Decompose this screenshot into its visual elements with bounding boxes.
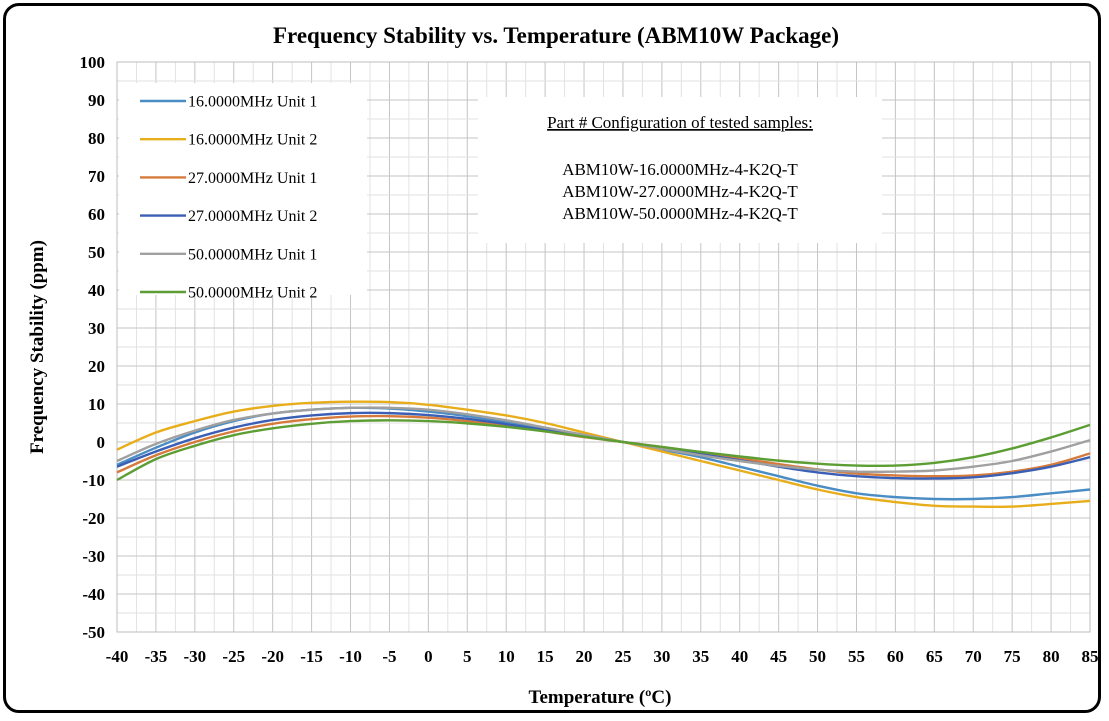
x-tick-label: -5 <box>382 647 396 666</box>
y-tick-label: 70 <box>88 167 105 186</box>
y-tick-label: 90 <box>88 91 105 110</box>
annotation-line-1: ABM10W-16.0000MHz-4-K2Q-T <box>562 160 798 179</box>
x-tick-label: 75 <box>1004 647 1021 666</box>
x-tick-label: 85 <box>1082 647 1099 666</box>
x-tick-label: 65 <box>926 647 943 666</box>
y-tick-label: 30 <box>88 319 105 338</box>
legend-box <box>119 83 367 295</box>
y-tick-label: 50 <box>88 243 105 262</box>
y-tick-label: -40 <box>82 585 105 604</box>
legend-label-1: 16.0000MHz Unit 2 <box>188 132 317 149</box>
x-tick-label: 15 <box>537 647 554 666</box>
x-tick-label: 50 <box>809 647 826 666</box>
x-tick-label: 5 <box>463 647 472 666</box>
y-tick-label: -30 <box>82 547 105 566</box>
legend-label-3: 27.0000MHz Unit 2 <box>188 208 317 225</box>
x-tick-label: 30 <box>653 647 670 666</box>
y-tick-label: 10 <box>88 395 105 414</box>
x-tick-label: -25 <box>222 647 245 666</box>
x-tick-label: 55 <box>848 647 865 666</box>
x-tick-label: -35 <box>145 647 168 666</box>
x-tick-label: 70 <box>965 647 982 666</box>
y-tick-label: 100 <box>80 53 106 72</box>
legend: 16.0000MHz Unit 1 16.0000MHz Unit 2 27.000… <box>119 83 367 302</box>
x-tick-label: 80 <box>1043 647 1060 666</box>
series-line-5 <box>116 419 1091 482</box>
y-tick-label: -10 <box>82 471 105 490</box>
legend-label-4: 50.0000MHz Unit 1 <box>188 246 317 263</box>
annotation-line-3: ABM10W-50.0000MHz-4-K2Q-T <box>562 204 798 223</box>
x-tick-label: 0 <box>424 647 433 666</box>
series-lines <box>116 400 1091 509</box>
x-tick-label: 60 <box>887 647 904 666</box>
x-tick-label: 40 <box>731 647 748 666</box>
annotation-box <box>478 97 882 243</box>
x-tick-label: -30 <box>184 647 207 666</box>
chart-title: Frequency Stability vs. Temperature (ABM… <box>273 23 839 48</box>
legend-label-5: 50.0000MHz Unit 2 <box>188 285 317 302</box>
part-config-annotation: Part # Configuration of tested samples: … <box>478 97 882 243</box>
x-tick-label: -10 <box>339 647 362 666</box>
plot-area-border <box>116 61 1091 633</box>
legend-label-0: 16.0000MHz Unit 1 <box>188 94 317 111</box>
y-tick-label: 80 <box>88 129 105 148</box>
x-tick-label: -20 <box>261 647 284 666</box>
x-tick-label: 45 <box>770 647 787 666</box>
x-tick-label: 25 <box>614 647 631 666</box>
x-tick-label: 35 <box>692 647 709 666</box>
annotation-heading: Part # Configuration of tested samples: <box>547 113 813 132</box>
annotation-line-2: ABM10W-27.0000MHz-4-K2Q-T <box>562 182 798 201</box>
y-tick-label: -20 <box>82 509 105 528</box>
x-axis-title: Temperature (ºC) <box>529 687 672 708</box>
x-tick-label: 10 <box>498 647 515 666</box>
y-tick-label: 60 <box>88 205 105 224</box>
y-tick-label: 40 <box>88 281 105 300</box>
y-axis-title: Frequency Stability (ppm) <box>27 240 48 454</box>
x-tick-labels: -40 -35 -30 -25 -20 -15 -10 -5 0 5 10 15 20 25 30 35 40 4… <box>106 647 1099 666</box>
x-tick-label: -15 <box>300 647 323 666</box>
y-tick-label: 0 <box>97 433 106 452</box>
y-tick-label: -50 <box>82 623 105 642</box>
y-tick-label: 20 <box>88 357 105 376</box>
x-tick-label: -40 <box>106 647 129 666</box>
x-tick-label: 20 <box>576 647 593 666</box>
y-tick-labels: -50 -40 -30 -20 -10 0 10 20 30 40 50 60 70 80 90 100 <box>80 53 106 642</box>
legend-label-2: 27.0000MHz Unit 1 <box>188 170 317 187</box>
